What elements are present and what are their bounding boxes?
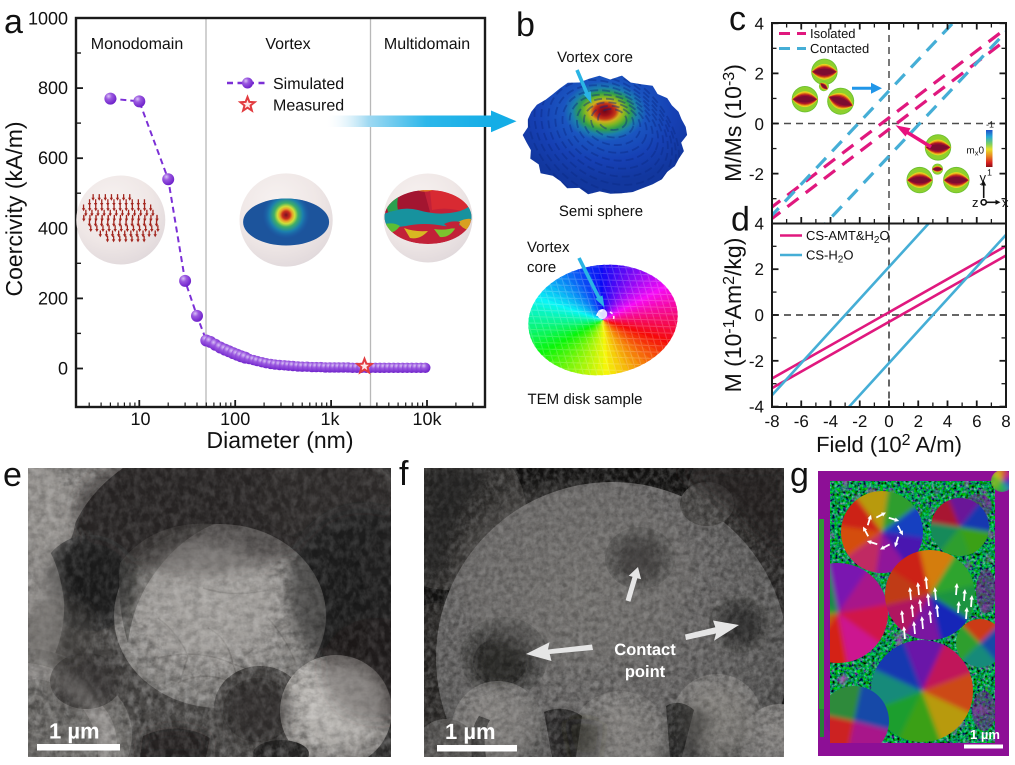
svg-text:y: y bbox=[980, 170, 987, 185]
svg-text:z: z bbox=[972, 195, 979, 210]
svg-text:800: 800 bbox=[38, 78, 68, 98]
svg-text:1 µm: 1 µm bbox=[445, 719, 496, 744]
svg-text:Isolated: Isolated bbox=[810, 26, 856, 41]
svg-text:Semi sphere: Semi sphere bbox=[559, 203, 643, 220]
svg-text:Diameter (nm): Diameter (nm) bbox=[207, 427, 354, 453]
svg-text:b: b bbox=[516, 6, 535, 44]
svg-text:-1: -1 bbox=[986, 120, 994, 130]
svg-text:6: 6 bbox=[972, 412, 981, 431]
svg-text:400: 400 bbox=[38, 218, 68, 238]
svg-text:-2: -2 bbox=[852, 412, 867, 431]
svg-text:CS-AMT&H2O: CS-AMT&H2O bbox=[806, 228, 890, 246]
svg-text:TEM disk sample: TEM disk sample bbox=[527, 391, 642, 408]
svg-text:Field (102 A/m): Field (102 A/m) bbox=[816, 432, 962, 457]
svg-text:-6: -6 bbox=[794, 412, 809, 431]
svg-text:point: point bbox=[625, 663, 666, 681]
svg-text:-4: -4 bbox=[749, 398, 764, 417]
svg-text:2: 2 bbox=[755, 65, 764, 84]
svg-text:1000: 1000 bbox=[28, 9, 68, 29]
svg-text:-2: -2 bbox=[749, 352, 764, 371]
svg-text:Monodomain: Monodomain bbox=[91, 36, 184, 53]
svg-text:mx0: mx0 bbox=[966, 146, 984, 158]
svg-text:x: x bbox=[1002, 195, 1009, 210]
svg-text:10: 10 bbox=[130, 409, 150, 429]
svg-text:0: 0 bbox=[884, 412, 893, 431]
svg-text:Coercivity (kA/m): Coercivity (kA/m) bbox=[1, 121, 27, 296]
svg-text:M/Ms (10-3): M/Ms (10-3) bbox=[720, 64, 746, 182]
svg-text:200: 200 bbox=[38, 288, 68, 308]
svg-text:1k: 1k bbox=[320, 409, 340, 429]
svg-text:100: 100 bbox=[220, 409, 250, 429]
svg-text:core: core bbox=[527, 259, 556, 276]
svg-text:600: 600 bbox=[38, 148, 68, 168]
svg-text:Vortex: Vortex bbox=[527, 239, 570, 256]
svg-text:4: 4 bbox=[943, 412, 952, 431]
svg-text:4: 4 bbox=[755, 15, 764, 34]
svg-text:Vortex core: Vortex core bbox=[557, 49, 633, 66]
svg-text:1 µm: 1 µm bbox=[970, 727, 1000, 742]
svg-text:0: 0 bbox=[58, 359, 68, 379]
svg-text:Measured: Measured bbox=[273, 98, 344, 115]
svg-text:Contact: Contact bbox=[614, 641, 676, 659]
svg-text:2: 2 bbox=[914, 412, 923, 431]
svg-text:Contacted: Contacted bbox=[810, 41, 869, 56]
svg-text:0: 0 bbox=[755, 306, 764, 325]
svg-text:4: 4 bbox=[755, 215, 764, 234]
svg-text:-4: -4 bbox=[823, 412, 838, 431]
svg-text:1: 1 bbox=[987, 168, 992, 178]
svg-text:CS-H2O: CS-H2O bbox=[806, 248, 853, 266]
svg-text:M (10-1Am2/kg): M (10-1Am2/kg) bbox=[720, 238, 746, 393]
svg-text:-2: -2 bbox=[749, 165, 764, 184]
svg-text:Multidomain: Multidomain bbox=[384, 36, 470, 53]
svg-text:1 µm: 1 µm bbox=[49, 719, 100, 744]
svg-text:0: 0 bbox=[755, 115, 764, 134]
svg-text:10k: 10k bbox=[412, 409, 442, 429]
svg-text:c: c bbox=[729, 0, 746, 38]
svg-text:Vortex: Vortex bbox=[265, 36, 310, 53]
svg-text:2: 2 bbox=[755, 260, 764, 279]
svg-text:-8: -8 bbox=[764, 412, 779, 431]
svg-text:8: 8 bbox=[1001, 412, 1010, 431]
svg-text:Simulated: Simulated bbox=[273, 76, 344, 93]
svg-text:d: d bbox=[731, 201, 750, 239]
svg-text:a: a bbox=[4, 3, 23, 41]
